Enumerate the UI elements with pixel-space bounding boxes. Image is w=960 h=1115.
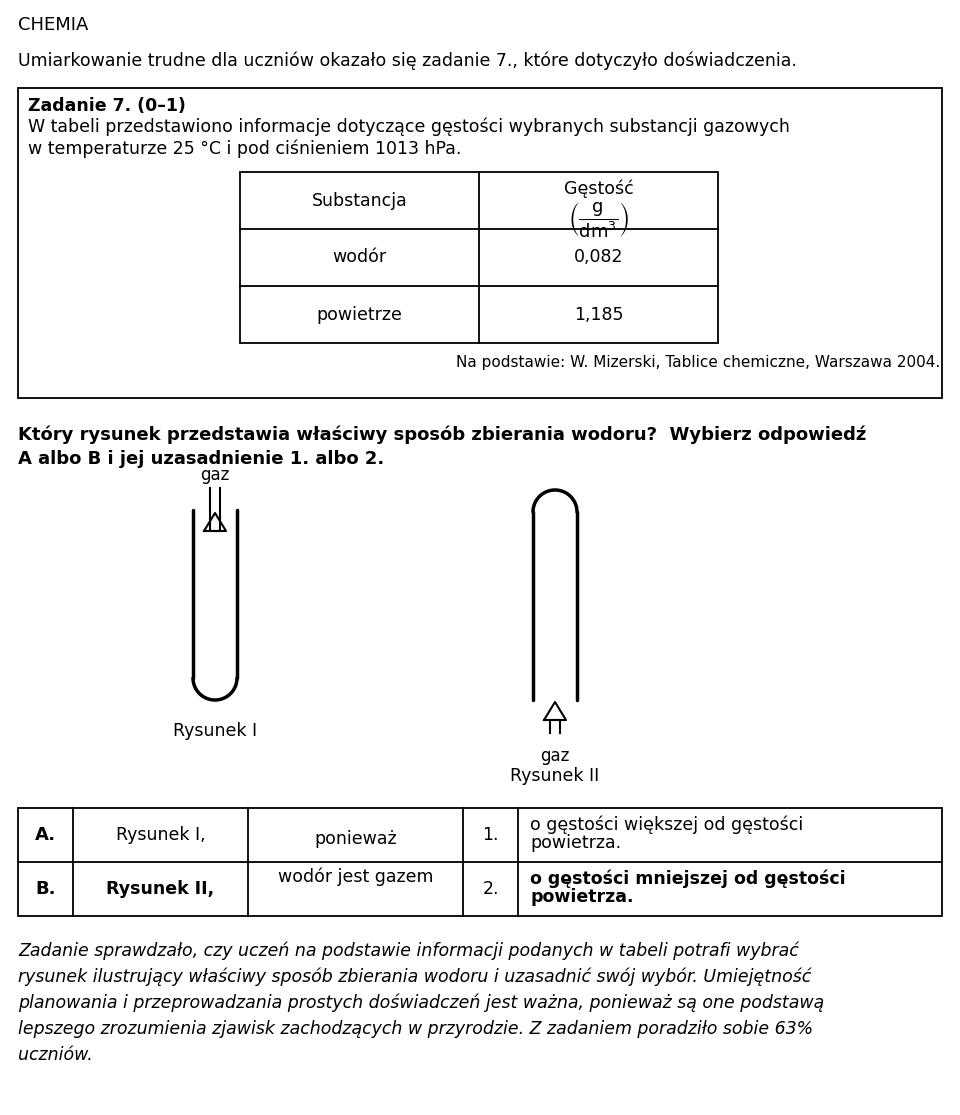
Text: 0,082: 0,082 bbox=[574, 249, 623, 266]
Bar bbox=[18, 88, 942, 398]
Text: Rysunek I: Rysunek I bbox=[173, 723, 257, 740]
Text: CHEMIA: CHEMIA bbox=[18, 16, 88, 33]
Text: powietrza.: powietrza. bbox=[530, 888, 634, 906]
Text: wodór jest gazem: wodór jest gazem bbox=[277, 867, 433, 885]
Text: 2.: 2. bbox=[482, 880, 499, 898]
Polygon shape bbox=[210, 488, 220, 531]
Polygon shape bbox=[204, 513, 226, 531]
Text: Który rysunek przedstawia właściwy sposób zbierania wodoru?  Wybierz odpowiedź: Który rysunek przedstawia właściwy sposó… bbox=[18, 425, 866, 444]
Text: B.: B. bbox=[36, 880, 56, 898]
Text: Rysunek II,: Rysunek II, bbox=[107, 880, 215, 898]
Text: W tabeli przedstawiono informacje dotyczące gęstości wybranych substancji gazowy: W tabeli przedstawiono informacje dotycz… bbox=[28, 118, 790, 136]
Text: rysunek ilustrujący właściwy sposób zbierania wodoru i uzasadnić swój wybór. Umi: rysunek ilustrujący właściwy sposób zbie… bbox=[18, 968, 811, 987]
Text: A albo B i jej uzasadnienie 1. albo 2.: A albo B i jej uzasadnienie 1. albo 2. bbox=[18, 450, 384, 468]
Text: Zadanie sprawdzało, czy uczeń na podstawie informacji podanych w tabeli potrafi : Zadanie sprawdzało, czy uczeń na podstaw… bbox=[18, 942, 799, 960]
Text: $\left(\dfrac{\rm g}{\rm dm^3}\right)$: $\left(\dfrac{\rm g}{\rm dm^3}\right)$ bbox=[567, 200, 629, 240]
Polygon shape bbox=[550, 720, 560, 733]
Text: 1.: 1. bbox=[482, 826, 499, 844]
Text: Substancja: Substancja bbox=[312, 192, 407, 210]
Text: 1,185: 1,185 bbox=[574, 306, 623, 323]
Text: Rysunek I,: Rysunek I, bbox=[116, 826, 205, 844]
Text: o gęstości większej od gęstości: o gęstości większej od gęstości bbox=[530, 816, 804, 834]
Text: A.: A. bbox=[35, 826, 56, 844]
Bar bbox=[18, 808, 942, 917]
Polygon shape bbox=[544, 702, 566, 720]
Text: planowania i przeprowadzania prostych doświadczeń jest ważna, ponieważ są one po: planowania i przeprowadzania prostych do… bbox=[18, 993, 825, 1012]
Text: Umiarkowanie trudne dla uczniów okazało się zadanie 7., które dotyczyło doświadc: Umiarkowanie trudne dla uczniów okazało … bbox=[18, 52, 797, 70]
Text: wodór: wodór bbox=[332, 249, 387, 266]
Text: Na podstawie: W. Mizerski, Tablice chemiczne, Warszawa 2004.: Na podstawie: W. Mizerski, Tablice chemi… bbox=[456, 355, 940, 370]
Text: uczniów.: uczniów. bbox=[18, 1046, 93, 1064]
Text: Rysunek II: Rysunek II bbox=[511, 767, 600, 785]
Text: Zadanie 7. (0–1): Zadanie 7. (0–1) bbox=[28, 97, 186, 115]
Text: gaz: gaz bbox=[540, 747, 569, 765]
Text: gaz: gaz bbox=[201, 466, 229, 484]
Text: lepszego zrozumienia zjawisk zachodzących w przyrodzie. Z zadaniem poradziło sob: lepszego zrozumienia zjawisk zachodzącyc… bbox=[18, 1020, 813, 1038]
Text: o gęstości mniejszej od gęstości: o gęstości mniejszej od gęstości bbox=[530, 870, 846, 889]
Text: w temperaturze 25 °C i pod ciśnieniem 1013 hPa.: w temperaturze 25 °C i pod ciśnieniem 10… bbox=[28, 140, 462, 158]
Text: powietrze: powietrze bbox=[317, 306, 402, 323]
Text: Gęstość: Gęstość bbox=[564, 180, 634, 198]
Text: ponieważ: ponieważ bbox=[314, 830, 396, 849]
Bar bbox=[240, 172, 718, 343]
Text: powietrza.: powietrza. bbox=[530, 834, 621, 852]
